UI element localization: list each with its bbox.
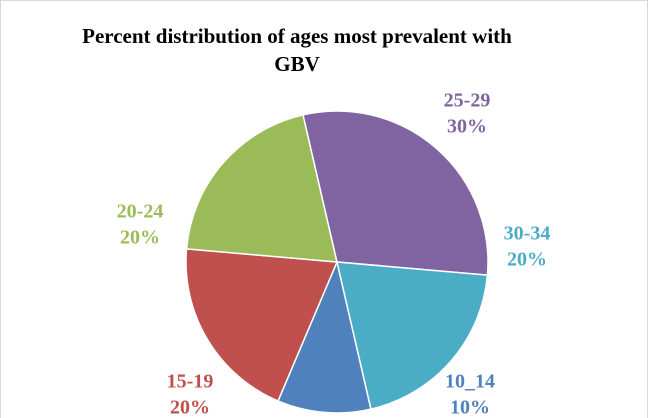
value-label: 20%	[170, 397, 210, 418]
category-label: 15-19	[167, 371, 214, 393]
pie-slice	[302, 110, 489, 276]
value-label: 20%	[120, 227, 160, 249]
pie-slice	[277, 259, 372, 414]
category-label: 20-24	[117, 201, 164, 223]
category-label: 25-29	[444, 90, 491, 112]
value-label: 10%	[450, 397, 490, 418]
chart-title: Percent distribution of ages most preval…	[82, 24, 512, 76]
pie-slice	[185, 248, 339, 402]
category-label: 10_14	[445, 371, 495, 393]
pie-slice	[185, 113, 338, 263]
value-label: 30%	[447, 116, 487, 138]
value-label: 20%	[507, 249, 547, 271]
pie-slice	[336, 261, 489, 411]
category-label: 30-34	[504, 223, 551, 245]
